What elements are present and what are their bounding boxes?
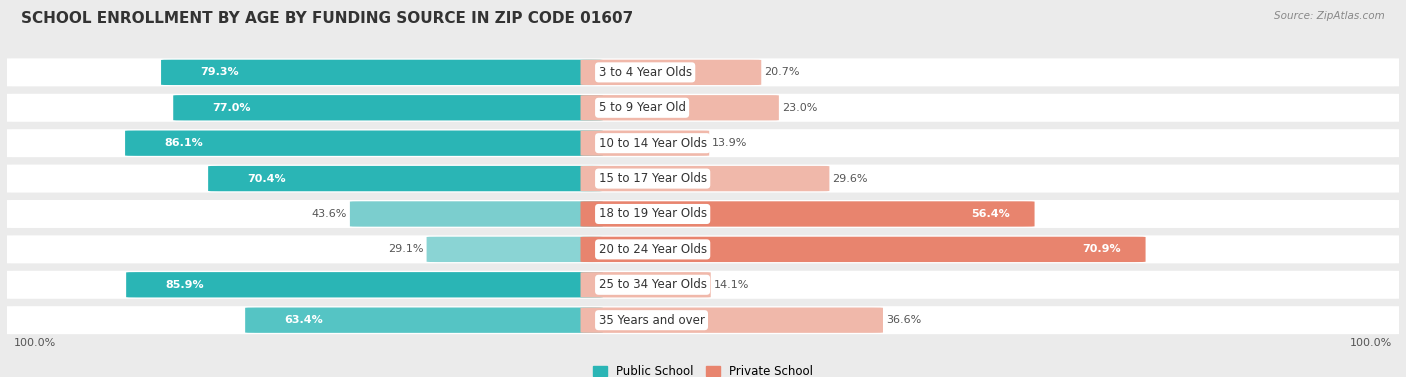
Text: 79.3%: 79.3% [200, 67, 239, 77]
Text: 63.4%: 63.4% [284, 315, 323, 325]
FancyBboxPatch shape [0, 200, 1406, 228]
Text: 29.6%: 29.6% [832, 173, 868, 184]
Text: 70.9%: 70.9% [1081, 244, 1121, 254]
Text: 36.6%: 36.6% [886, 315, 921, 325]
FancyBboxPatch shape [581, 60, 761, 85]
FancyBboxPatch shape [0, 165, 1406, 193]
FancyBboxPatch shape [581, 130, 709, 156]
Text: 86.1%: 86.1% [165, 138, 202, 148]
FancyBboxPatch shape [581, 237, 1146, 262]
FancyBboxPatch shape [350, 201, 603, 227]
Text: Source: ZipAtlas.com: Source: ZipAtlas.com [1274, 11, 1385, 21]
Text: 18 to 19 Year Olds: 18 to 19 Year Olds [599, 207, 707, 221]
FancyBboxPatch shape [0, 94, 1406, 122]
Text: 100.0%: 100.0% [14, 338, 56, 348]
Text: 14.1%: 14.1% [713, 280, 749, 290]
FancyBboxPatch shape [426, 237, 603, 262]
FancyBboxPatch shape [162, 60, 603, 85]
Text: 25 to 34 Year Olds: 25 to 34 Year Olds [599, 278, 707, 291]
Text: 35 Years and over: 35 Years and over [599, 314, 704, 327]
Text: SCHOOL ENROLLMENT BY AGE BY FUNDING SOURCE IN ZIP CODE 01607: SCHOOL ENROLLMENT BY AGE BY FUNDING SOUR… [21, 11, 633, 26]
FancyBboxPatch shape [0, 235, 1406, 264]
FancyBboxPatch shape [0, 129, 1406, 157]
FancyBboxPatch shape [581, 95, 779, 120]
Text: 20 to 24 Year Olds: 20 to 24 Year Olds [599, 243, 707, 256]
FancyBboxPatch shape [0, 306, 1406, 334]
Text: 13.9%: 13.9% [711, 138, 748, 148]
FancyBboxPatch shape [581, 272, 710, 297]
FancyBboxPatch shape [173, 95, 603, 120]
FancyBboxPatch shape [581, 201, 1035, 227]
Text: 29.1%: 29.1% [388, 244, 423, 254]
FancyBboxPatch shape [0, 58, 1406, 86]
Text: 70.4%: 70.4% [247, 173, 285, 184]
FancyBboxPatch shape [208, 166, 603, 191]
Text: 15 to 17 Year Olds: 15 to 17 Year Olds [599, 172, 707, 185]
Text: 3 to 4 Year Olds: 3 to 4 Year Olds [599, 66, 692, 79]
FancyBboxPatch shape [581, 166, 830, 191]
Text: 20.7%: 20.7% [763, 67, 800, 77]
FancyBboxPatch shape [0, 271, 1406, 299]
FancyBboxPatch shape [125, 130, 603, 156]
Text: 23.0%: 23.0% [782, 103, 817, 113]
Text: 100.0%: 100.0% [1350, 338, 1392, 348]
Text: 85.9%: 85.9% [165, 280, 204, 290]
Text: 10 to 14 Year Olds: 10 to 14 Year Olds [599, 137, 707, 150]
Legend: Public School, Private School: Public School, Private School [588, 360, 818, 377]
FancyBboxPatch shape [245, 308, 603, 333]
FancyBboxPatch shape [581, 308, 883, 333]
Text: 77.0%: 77.0% [212, 103, 250, 113]
FancyBboxPatch shape [127, 272, 603, 297]
Text: 43.6%: 43.6% [312, 209, 347, 219]
Text: 56.4%: 56.4% [970, 209, 1010, 219]
Text: 5 to 9 Year Old: 5 to 9 Year Old [599, 101, 686, 114]
